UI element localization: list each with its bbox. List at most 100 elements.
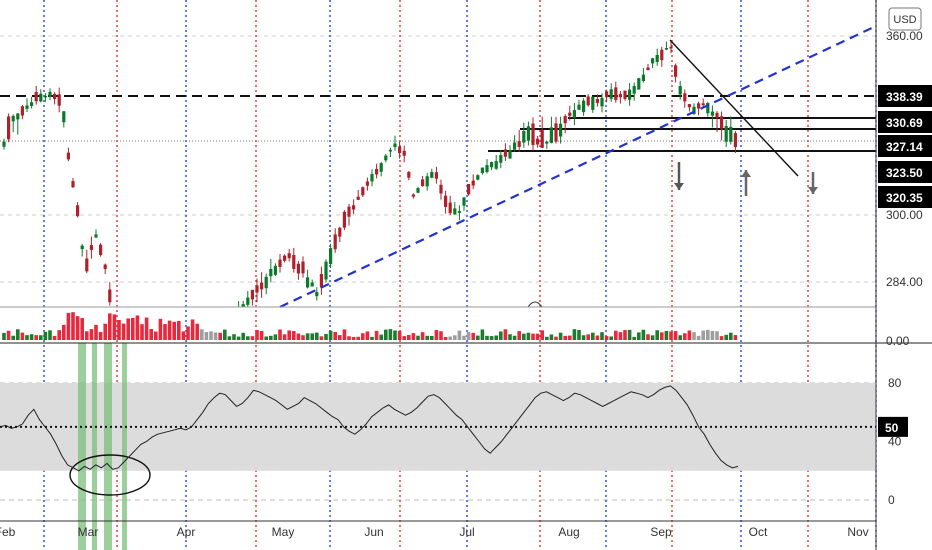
candle-body [595, 98, 599, 103]
price-axis: 360.00 300.00 284.00 0.00 80 40 0 50 [878, 29, 923, 507]
volume-bar [52, 335, 57, 340]
candle-body [384, 155, 388, 161]
volume-bar [338, 335, 342, 340]
candle-body [352, 205, 356, 210]
volume-bar [402, 336, 406, 340]
candle-body [315, 292, 319, 297]
volume-bar [503, 329, 508, 340]
volume-bar [632, 336, 636, 340]
volume-bar [154, 331, 158, 340]
level-badge-label: 323.50 [886, 166, 923, 180]
volume-bar [609, 336, 613, 340]
candle-body [462, 197, 466, 206]
candle-body [660, 49, 664, 61]
volume-bar [687, 330, 692, 340]
candle-body [715, 112, 719, 118]
volume-bar [660, 332, 664, 340]
volume-bar [388, 329, 393, 340]
volume-bar [453, 335, 457, 340]
volume-bar [522, 333, 526, 340]
candle-body [2, 141, 6, 147]
volume-bar [558, 332, 563, 340]
time-axis: Feb Mar Apr May Jun Jul Aug Sep Oct Nov [0, 525, 869, 539]
volume-bar [365, 331, 370, 340]
volume-bar [131, 317, 135, 340]
candle-body [250, 289, 254, 300]
rsi-value-badge [878, 416, 908, 437]
volume-bar [420, 332, 425, 340]
level-badge [878, 111, 932, 133]
currency-button[interactable]: USD [888, 7, 922, 31]
candle-body [76, 205, 80, 217]
candle-body [480, 167, 484, 174]
volume-bar [112, 314, 117, 340]
volume-bar [411, 333, 416, 340]
level-badge-label: 320.35 [886, 191, 923, 205]
candle-body [421, 179, 425, 187]
volume-bar [149, 328, 153, 340]
volume-bar [572, 329, 577, 340]
candle-body [628, 89, 632, 100]
candle-body [490, 162, 494, 168]
volume-bar [664, 330, 669, 340]
volume-bar [305, 333, 310, 340]
volume-bar [227, 336, 232, 340]
candle-body [310, 282, 314, 287]
volume-bar [476, 335, 480, 340]
time-tick-label: Oct [749, 525, 768, 539]
volume-bar [554, 336, 558, 340]
candle-body [278, 259, 282, 268]
candle-body [701, 103, 705, 106]
volume-bar [62, 324, 66, 340]
candle-body [30, 102, 34, 106]
candle-body [338, 227, 342, 237]
candle-body [605, 91, 609, 98]
volume-bar [158, 318, 163, 340]
volume-bar [577, 329, 581, 340]
volume-bar [719, 336, 724, 340]
volume-bar [292, 331, 296, 340]
volume-annotation-arc [527, 301, 543, 308]
volume-bar [66, 312, 71, 340]
volume-bar [121, 323, 126, 340]
volume-bar [397, 331, 402, 340]
candle-body [632, 86, 636, 94]
candle-body [53, 93, 57, 100]
volume-bar [591, 332, 595, 340]
volume-bar [416, 335, 420, 340]
volume-bar [407, 334, 411, 340]
volume-bar [75, 316, 80, 340]
volume-bar [94, 324, 98, 340]
rising-trendline [279, 25, 877, 308]
volume-bar [269, 335, 273, 340]
volume-bar [563, 335, 567, 340]
candle-body [554, 123, 558, 142]
price-tick-label: 284.00 [886, 275, 923, 289]
candle-body [457, 211, 461, 213]
time-tick-label: Jul [459, 525, 474, 539]
candle-body [430, 172, 434, 178]
candle-body [471, 180, 475, 186]
volume-bar [361, 333, 365, 340]
candle-body [651, 58, 655, 64]
volume-bar [508, 334, 512, 340]
candle-body [71, 181, 75, 188]
candle-body [549, 127, 553, 143]
level-badge-label: 327.14 [886, 140, 923, 154]
volume-bar [98, 331, 103, 340]
candle-body [361, 187, 365, 196]
volume-bar [255, 330, 259, 340]
time-tick-label: Jun [364, 525, 383, 539]
candle-body [692, 106, 696, 114]
volume-bar [434, 330, 439, 340]
candle-body [522, 131, 526, 143]
candle-body [536, 138, 540, 145]
candle-body [34, 92, 38, 102]
candle-body [434, 172, 438, 179]
price-level-badges: 338.39 330.69 327.14 323.50 320.35 [878, 85, 932, 208]
price-tick-label: 360.00 [886, 29, 923, 43]
time-tick-label: Apr [177, 525, 196, 539]
candle-body [655, 54, 659, 63]
candle-body [269, 268, 273, 277]
